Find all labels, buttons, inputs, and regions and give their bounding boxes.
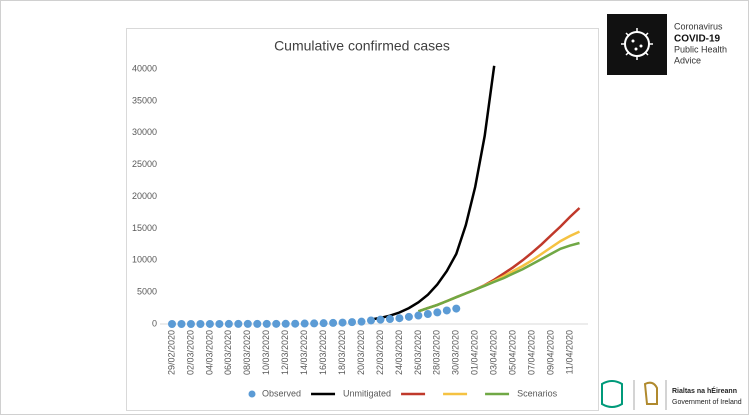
x-tick-label: 11/04/2020	[564, 330, 574, 374]
legend-label: Observed	[262, 388, 301, 398]
observed-point	[272, 319, 281, 328]
y-tick-label: 15000	[132, 223, 157, 233]
chart-frame	[126, 28, 599, 411]
observed-point	[319, 319, 328, 328]
chart-title: Cumulative confirmed cases	[274, 38, 450, 54]
x-tick-label: 10/03/2020	[261, 330, 271, 375]
y-tick-label: 10000	[132, 255, 157, 265]
observed-point	[196, 319, 205, 328]
observed-point	[452, 304, 461, 313]
x-tick-label: 30/03/2020	[451, 330, 461, 375]
logo-line: Advice	[674, 55, 701, 65]
observed-point	[433, 308, 442, 317]
x-tick-label: 26/03/2020	[413, 330, 423, 375]
y-tick-label: 20000	[132, 191, 157, 201]
observed-point	[376, 315, 385, 324]
government-line: Government of Ireland	[672, 399, 742, 406]
x-tick-label: 04/03/2020	[204, 330, 214, 375]
observed-point	[329, 318, 338, 327]
series-line	[418, 241, 580, 313]
observed-point	[442, 306, 451, 315]
x-tick-label: 29/02/2020	[166, 330, 176, 375]
covid-logo: Coronavirus COVID-19 Public Health Advic…	[607, 14, 727, 75]
observed-point	[205, 319, 214, 328]
government-line: Rialtas na hÉireann	[672, 386, 737, 395]
x-tick-label: 22/03/2020	[375, 330, 385, 375]
series-line	[370, 65, 496, 321]
observed-point	[177, 319, 186, 328]
x-tick-label: 24/03/2020	[394, 330, 404, 375]
observed-point	[224, 319, 233, 328]
x-tick-label: 28/03/2020	[432, 330, 442, 375]
y-tick-label: 35000	[132, 95, 157, 105]
x-tick-label: 12/03/2020	[280, 330, 290, 375]
logo-line: Public Health	[674, 44, 727, 54]
observed-point	[395, 314, 404, 323]
observed-point	[291, 319, 300, 328]
legend-marker	[248, 390, 256, 398]
x-tick-label: 03/04/2020	[489, 330, 499, 375]
x-tick-label: 18/03/2020	[337, 330, 347, 375]
x-tick-label: 05/04/2020	[508, 330, 518, 375]
observed-point	[262, 319, 271, 328]
y-tick-label: 30000	[132, 127, 157, 137]
x-tick-label: 01/04/2020	[470, 330, 480, 375]
observed-point	[423, 310, 432, 319]
observed-point	[300, 319, 309, 328]
x-tick-label: 06/03/2020	[223, 330, 233, 375]
observed-point	[253, 319, 262, 328]
x-tick-label: 20/03/2020	[356, 330, 366, 375]
legend-label: Unmitigated	[343, 388, 391, 398]
x-tick-label: 08/03/2020	[242, 330, 252, 375]
observed-point	[348, 318, 357, 327]
observed-point	[338, 318, 347, 327]
observed-point	[414, 311, 423, 320]
observed-point	[385, 314, 394, 323]
observed-point	[404, 312, 413, 321]
y-tick-label: 25000	[132, 159, 157, 169]
observed-point	[215, 319, 224, 328]
plot-area	[168, 65, 581, 328]
logo-line: COVID-19	[674, 34, 721, 45]
observed-point	[357, 317, 366, 326]
observed-point	[168, 319, 176, 328]
observed-point	[310, 319, 319, 328]
observed-point	[366, 316, 375, 325]
x-tick-label: 02/03/2020	[185, 330, 195, 375]
y-tick-label: 40000	[132, 63, 157, 73]
logo-line: Coronavirus	[674, 21, 723, 31]
legend-label: Scenarios	[517, 388, 558, 398]
x-tick-label: 16/03/2020	[318, 330, 328, 375]
government-logos: Rialtas na hÉireann Government of Irelan…	[601, 380, 742, 410]
observed-point	[243, 319, 252, 328]
x-tick-label: 09/04/2020	[545, 330, 555, 375]
observed-point	[186, 319, 195, 328]
y-tick-label: 0	[152, 318, 157, 328]
y-tick-label: 5000	[137, 287, 157, 297]
x-tick-label: 14/03/2020	[299, 330, 309, 375]
observed-point	[234, 319, 243, 328]
x-tick-label: 07/04/2020	[526, 330, 536, 375]
observed-point	[281, 319, 290, 328]
